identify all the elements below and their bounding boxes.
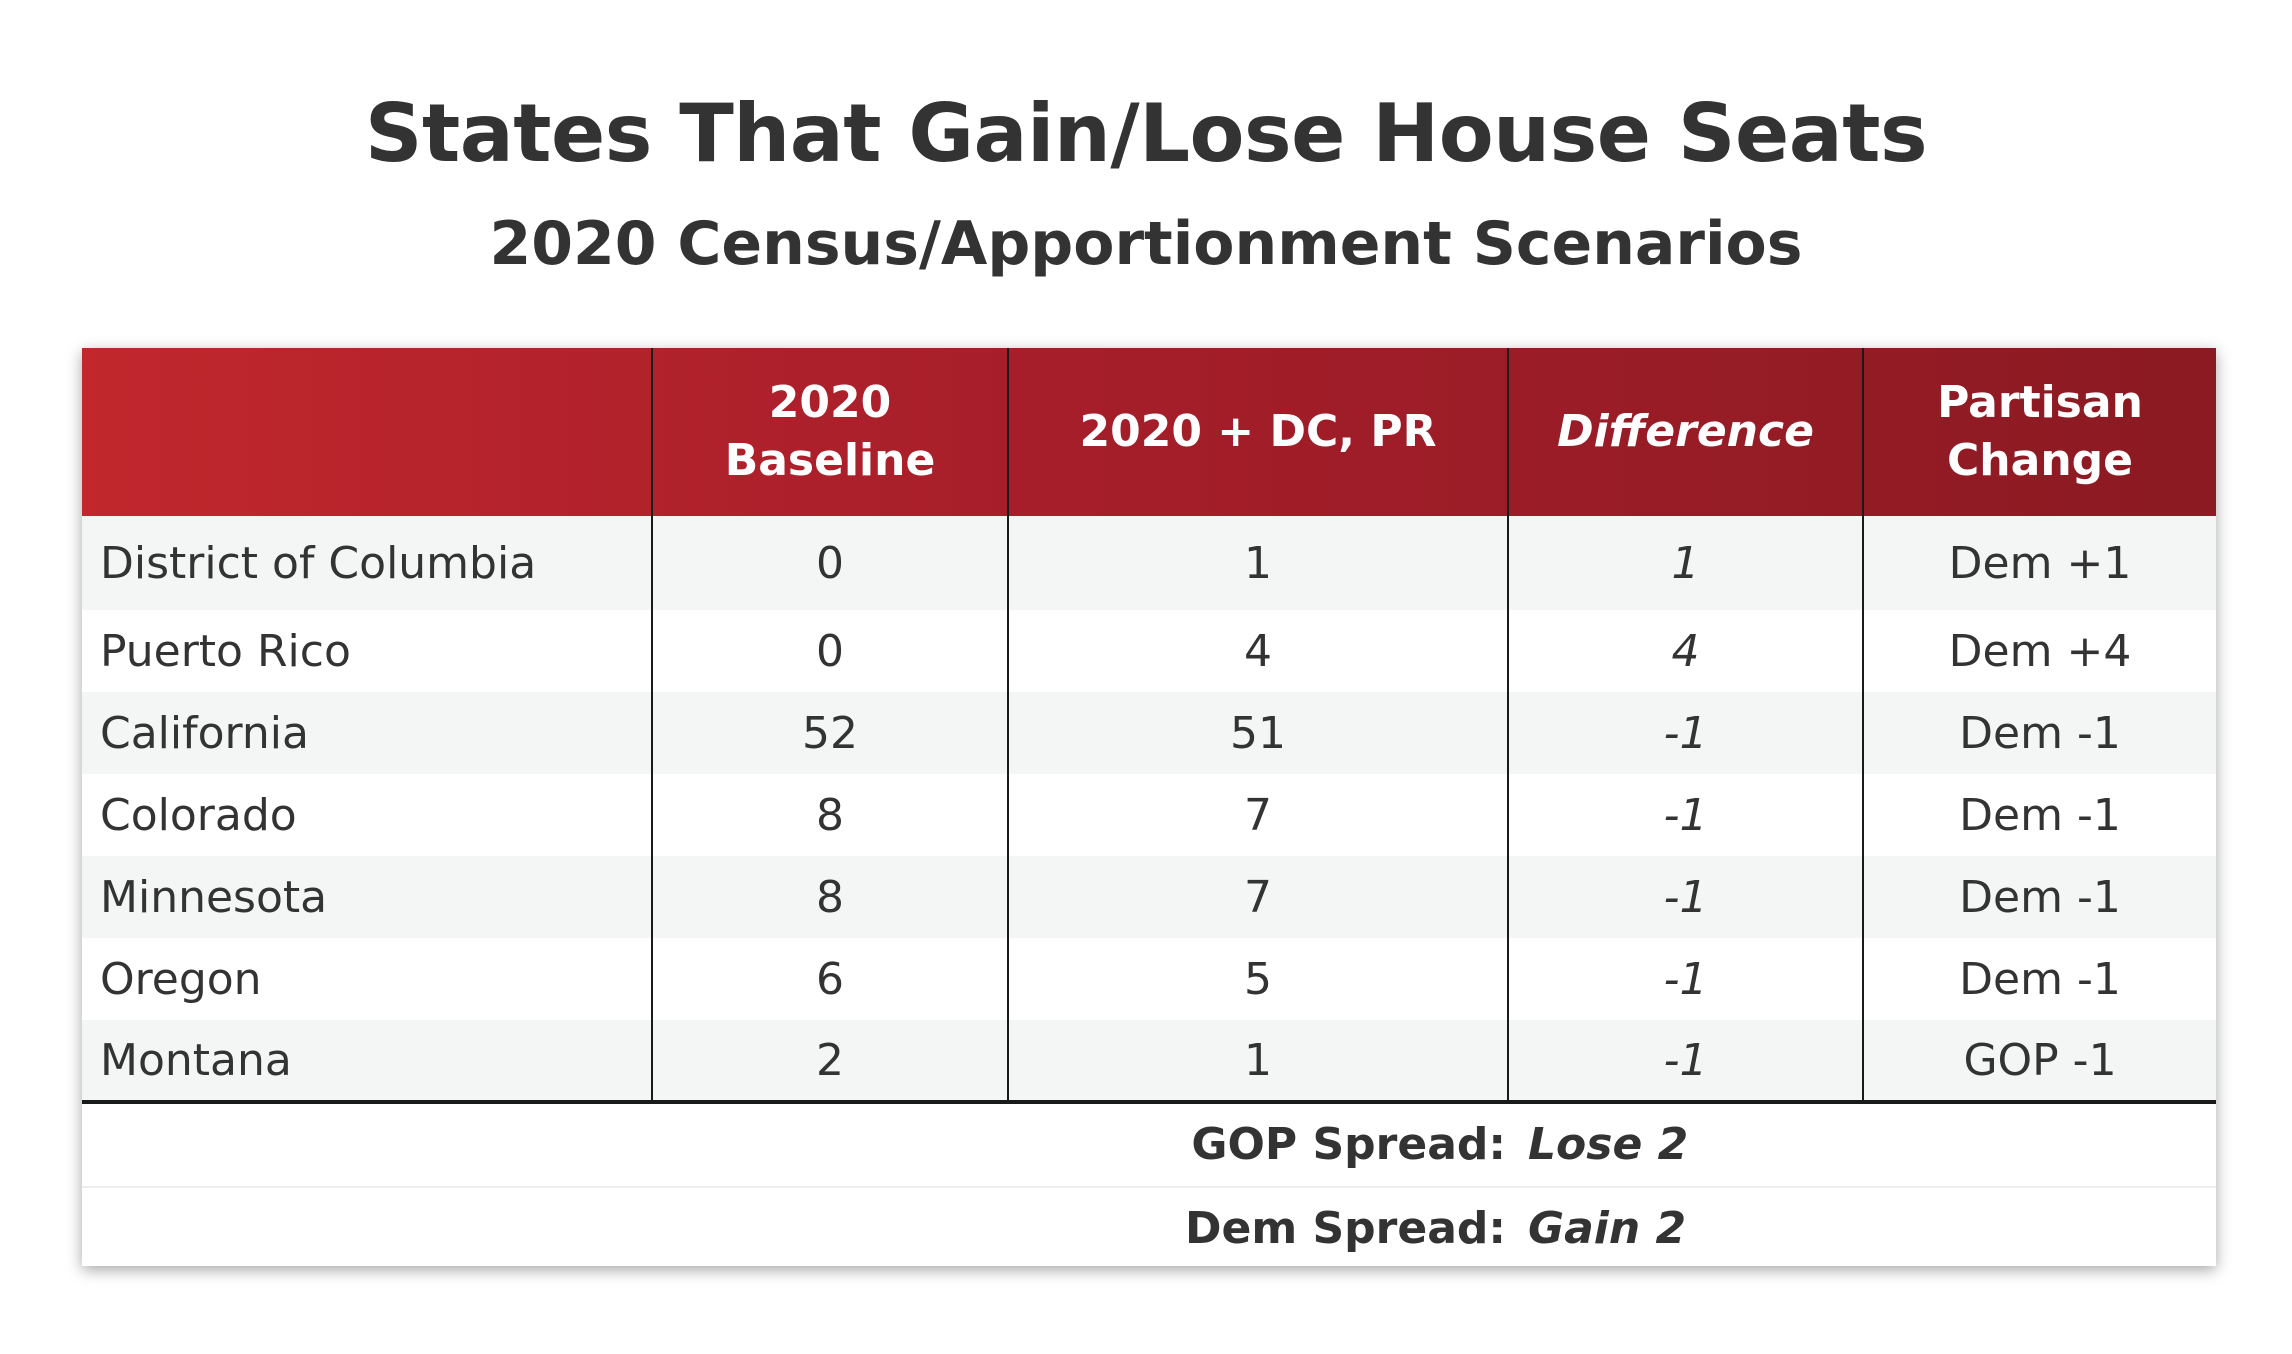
cell-state: Montana [82, 1020, 652, 1104]
gop-spread-value: Lose 2 [1528, 1119, 1689, 1170]
header-baseline-line1: 2020 [768, 377, 892, 428]
table-row: Oregon 6 5 -1 Dem -1 [82, 938, 2216, 1020]
gop-spread-row: GOP Spread: Lose 2 [82, 1104, 2216, 1188]
header-partisan-line2: Change [1947, 435, 2133, 486]
dem-spread-row: Dem Spread: Gain 2 [82, 1188, 2216, 1270]
cell-partisan: Dem -1 [1862, 774, 2216, 856]
table-row: Minnesota 8 7 -1 Dem -1 [82, 856, 2216, 938]
cell-baseline: 8 [651, 774, 1008, 856]
cell-partisan: Dem +4 [1862, 610, 2216, 692]
cell-baseline: 2 [651, 1020, 1008, 1104]
header-partisan: Partisan Change [1862, 348, 2216, 516]
table-row: Colorado 8 7 -1 Dem -1 [82, 774, 2216, 856]
cell-difference: -1 [1507, 774, 1863, 856]
apportionment-table: 2020 Baseline 2020 + DC, PR Difference P… [82, 348, 2216, 1266]
cell-baseline: 0 [651, 610, 1008, 692]
gop-spread-label: GOP Spread: [1191, 1119, 1506, 1170]
cell-baseline: 6 [651, 938, 1008, 1020]
dem-spread-value: Gain 2 [1528, 1203, 1687, 1254]
table-header-row: 2020 Baseline 2020 + DC, PR Difference P… [82, 348, 2216, 516]
cell-state: District of Columbia [100, 537, 537, 589]
table-row: Puerto Rico 0 4 4 Dem +4 [82, 610, 2216, 692]
cell-baseline: 0 [651, 516, 1008, 610]
cell-with-dc-pr: 7 [1007, 774, 1508, 856]
cell-state: Minnesota [100, 871, 328, 923]
header-partisan-line1: Partisan [1937, 377, 2143, 428]
cell-with-dc-pr: 51 [1007, 692, 1508, 774]
header-with-dc-pr: 2020 + DC, PR [1007, 348, 1508, 516]
header-baseline-line2: Baseline [724, 435, 936, 486]
cell-baseline: 52 [651, 692, 1008, 774]
cell-with-dc-pr: 7 [1007, 856, 1508, 938]
cell-difference: -1 [1507, 1020, 1863, 1104]
dem-spread-label: Dem Spread: [1184, 1203, 1506, 1254]
data-table: 2020 Baseline 2020 + DC, PR Difference P… [82, 348, 2216, 1104]
cell-difference: -1 [1507, 856, 1863, 938]
header-state [82, 348, 652, 516]
header-baseline: 2020 Baseline [651, 348, 1008, 516]
cell-difference: 1 [1507, 516, 1863, 610]
cell-partisan: GOP -1 [1862, 1020, 2216, 1104]
cell-with-dc-pr: 5 [1007, 938, 1508, 1020]
page-subtitle: 2020 Census/Apportionment Scenarios [489, 209, 1803, 279]
cell-with-dc-pr: 1 [1007, 1020, 1508, 1104]
cell-partisan: Dem -1 [1862, 938, 2216, 1020]
cell-state: California [100, 707, 309, 759]
table-row: California 52 51 -1 Dem -1 [82, 692, 2216, 774]
table-row: Montana 2 1 -1 GOP -1 [82, 1020, 2216, 1104]
cell-state: Oregon [100, 953, 262, 1005]
cell-difference: -1 [1507, 692, 1863, 774]
cell-partisan: Dem -1 [1862, 692, 2216, 774]
table-row: District of Columbia 0 1 1 Dem +1 [82, 516, 2216, 610]
cell-difference: 4 [1507, 610, 1863, 692]
cell-partisan: Dem +1 [1862, 516, 2216, 610]
cell-partisan: Dem -1 [1862, 856, 2216, 938]
page-title: States That Gain/Lose House Seats [364, 87, 1928, 180]
cell-baseline: 8 [651, 856, 1008, 938]
cell-difference: -1 [1507, 938, 1863, 1020]
header-difference: Difference [1507, 348, 1863, 516]
cell-state: Puerto Rico [100, 625, 351, 677]
cell-with-dc-pr: 4 [1007, 610, 1508, 692]
cell-with-dc-pr: 1 [1007, 516, 1508, 610]
cell-state: Colorado [100, 789, 297, 841]
